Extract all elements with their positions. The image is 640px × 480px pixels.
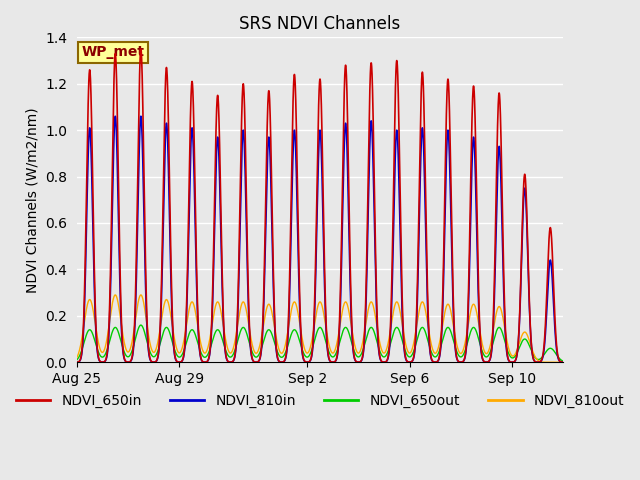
Y-axis label: NDVI Channels (W/m2/nm): NDVI Channels (W/m2/nm) [26, 107, 40, 293]
Legend: NDVI_650in, NDVI_810in, NDVI_650out, NDVI_810out: NDVI_650in, NDVI_810in, NDVI_650out, NDV… [10, 388, 630, 414]
Title: SRS NDVI Channels: SRS NDVI Channels [239, 15, 401, 33]
Text: WP_met: WP_met [82, 46, 145, 60]
